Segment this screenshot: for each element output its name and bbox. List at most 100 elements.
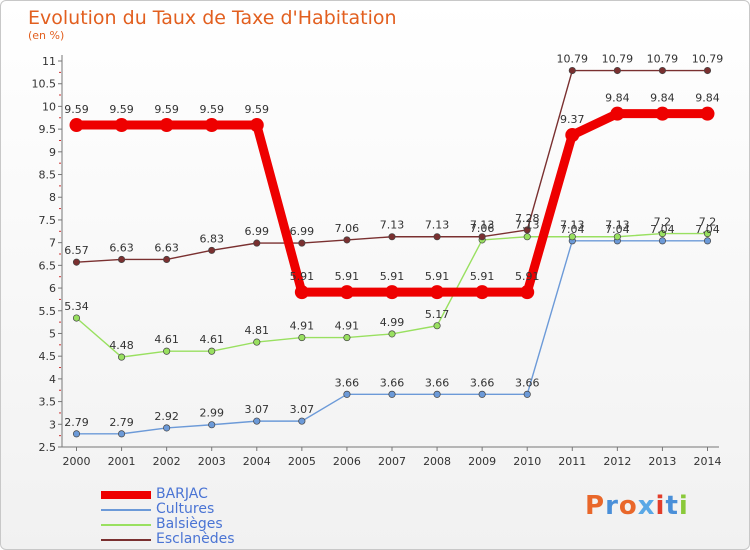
chart-unit-label: (en %)	[28, 29, 65, 42]
data-point	[249, 118, 264, 133]
y-tick-label: 10	[42, 100, 56, 113]
data-label: 5.91	[380, 270, 405, 283]
data-label: 7.06	[470, 222, 495, 235]
data-point	[204, 118, 219, 133]
data-label: 2.79	[109, 416, 134, 429]
data-label: 5.91	[290, 270, 315, 283]
data-point	[523, 233, 531, 241]
data-point	[208, 347, 216, 355]
y-tick-label: 8.5	[39, 169, 57, 182]
data-label: 9.84	[695, 92, 720, 105]
data-point	[613, 66, 621, 75]
data-label: 3.66	[335, 376, 360, 389]
data-labels: 2.79 2.79 2.92 2.99 3.07 3.07 3.66 3.66 3.66 3.66…	[64, 53, 723, 429]
data-label: 4.99	[380, 316, 405, 329]
y-tick-label: 4.5	[39, 350, 57, 363]
data-label: 7.04	[650, 223, 675, 236]
data-label: 9.59	[154, 103, 179, 116]
data-point	[658, 230, 666, 238]
x-tick-label: 2004	[243, 455, 271, 468]
data-point	[565, 128, 580, 143]
data-label: 7.28	[515, 212, 540, 225]
data-label: 5.91	[515, 270, 540, 283]
data-point	[520, 285, 535, 300]
data-point	[475, 285, 490, 300]
data-label: 7.04	[605, 223, 630, 236]
data-point	[703, 237, 712, 245]
data-point	[388, 233, 396, 241]
data-point	[343, 236, 351, 244]
data-point	[118, 255, 126, 263]
data-point	[163, 424, 171, 432]
data-point	[385, 285, 399, 300]
x-tick-label: 2000	[63, 455, 91, 468]
data-point	[339, 285, 354, 300]
data-point	[343, 390, 351, 398]
y-tick-label: 11	[42, 55, 56, 68]
data-point	[118, 353, 126, 361]
x-tick-label: 2013	[648, 455, 676, 468]
legend-label: Esclanèdes	[156, 531, 235, 547]
data-point	[523, 390, 531, 398]
data-point	[298, 334, 306, 342]
data-label: 7.13	[560, 219, 585, 232]
data-label: 10.79	[557, 53, 589, 66]
data-label: 10.79	[647, 53, 679, 66]
data-point	[298, 239, 306, 247]
data-point	[163, 255, 171, 263]
data-point	[433, 233, 441, 241]
data-point	[69, 118, 84, 133]
data-point	[700, 106, 715, 121]
data-label: 7.2	[654, 216, 672, 229]
data-label: 4.81	[245, 324, 270, 337]
data-label: 6.99	[290, 225, 315, 238]
data-label: 7.13	[470, 219, 495, 232]
y-tick-label: 8	[49, 191, 56, 204]
data-label: 3.66	[470, 376, 495, 389]
data-label: 9.84	[605, 92, 630, 105]
legend-item: Cultures	[101, 501, 301, 517]
data-point	[430, 285, 445, 300]
y-tick-label: 6.5	[39, 259, 57, 272]
y-tick-label: 2.5	[39, 441, 57, 454]
x-tick-label: 2011	[558, 455, 586, 468]
x-tick-label: 2007	[378, 455, 406, 468]
x-tick-label: 2005	[288, 455, 316, 468]
y-tick-label: 6	[49, 282, 56, 295]
data-point	[568, 233, 576, 241]
data-point	[163, 347, 171, 355]
data-point	[114, 118, 129, 133]
data-label: 6.63	[109, 241, 134, 254]
legend-label: BARJAC	[156, 486, 208, 502]
data-label: 10.79	[602, 53, 634, 66]
data-point	[298, 417, 306, 425]
data-point	[433, 390, 441, 398]
data-label: 3.07	[290, 403, 315, 416]
data-label: 4.91	[335, 320, 360, 333]
series-line-0	[76, 109, 708, 297]
data-label: 2.99	[199, 407, 224, 420]
data-point	[703, 66, 712, 75]
data-point	[613, 233, 621, 241]
data-label: 4.48	[109, 339, 134, 352]
data-label: 3.66	[515, 376, 540, 389]
data-label: 10.79	[692, 53, 724, 66]
data-label: 6.83	[199, 232, 224, 245]
y-tick-label: 4	[49, 373, 56, 386]
data-point	[208, 246, 216, 254]
x-tick-label: 2014	[694, 455, 722, 468]
data-label: 9.59	[245, 103, 270, 116]
data-label: 7.04	[695, 223, 720, 236]
y-tick-label: 7.5	[39, 214, 57, 227]
data-point	[703, 230, 712, 238]
data-label: 6.63	[154, 241, 179, 254]
data-label: 3.66	[380, 376, 405, 389]
data-point	[72, 314, 81, 322]
data-point	[253, 417, 261, 425]
data-point	[253, 338, 261, 346]
data-label: 4.61	[154, 333, 179, 346]
y-tick-label: 7	[49, 237, 56, 250]
data-point	[208, 421, 216, 429]
data-point	[655, 106, 670, 121]
